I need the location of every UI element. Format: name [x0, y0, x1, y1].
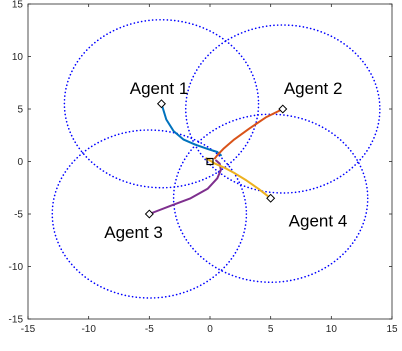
x-tick-label: -15 — [21, 324, 36, 335]
agent-labels: Agent 1 Agent 2 Agent 3 Agent 4 — [104, 79, 347, 242]
trajectory-agent-1 — [160, 102, 222, 157]
start-marker-agent-1 — [156, 99, 166, 109]
x-tick-label: 10 — [326, 324, 338, 335]
range-circle-2 — [184, 24, 381, 194]
x-tick-label: 0 — [207, 324, 213, 335]
agent-label-4: Agent 4 — [289, 211, 348, 230]
agent-label-3: Agent 3 — [104, 223, 163, 242]
axis-ticks: -15 -10 -5 0 5 10 15 -15 -10 -5 0 5 10 15 — [9, 0, 398, 335]
trajectory-agent-2 — [213, 108, 284, 160]
x-tick-label: -5 — [145, 324, 154, 335]
agent-trajectories — [148, 102, 284, 215]
y-tick-label: -15 — [9, 315, 24, 326]
y-tick-label: 5 — [17, 105, 23, 116]
start-marker-agent-2 — [278, 104, 288, 114]
range-circle-3 — [51, 129, 248, 299]
range-circle-4 — [172, 113, 369, 284]
start-markers — [144, 99, 288, 219]
communication-ranges — [51, 18, 381, 299]
goal-marker — [206, 157, 214, 166]
start-marker-agent-4 — [266, 193, 276, 203]
x-tick-label: -10 — [81, 324, 96, 335]
y-tick-label: 15 — [12, 0, 24, 11]
range-circle-1 — [63, 18, 260, 189]
trajectory-agent-3 — [148, 159, 222, 215]
trajectory-agent-4 — [205, 157, 272, 200]
y-tick-label: 0 — [17, 157, 23, 168]
agent-label-1: Agent 1 — [130, 79, 189, 98]
start-marker-agent-3 — [144, 209, 154, 219]
x-tick-label: 15 — [386, 324, 398, 335]
y-tick-label: 10 — [12, 52, 24, 63]
y-tick-label: -10 — [9, 262, 24, 273]
y-tick-label: -5 — [14, 210, 23, 221]
x-tick-label: 5 — [268, 324, 274, 335]
agent-label-2: Agent 2 — [284, 79, 343, 98]
